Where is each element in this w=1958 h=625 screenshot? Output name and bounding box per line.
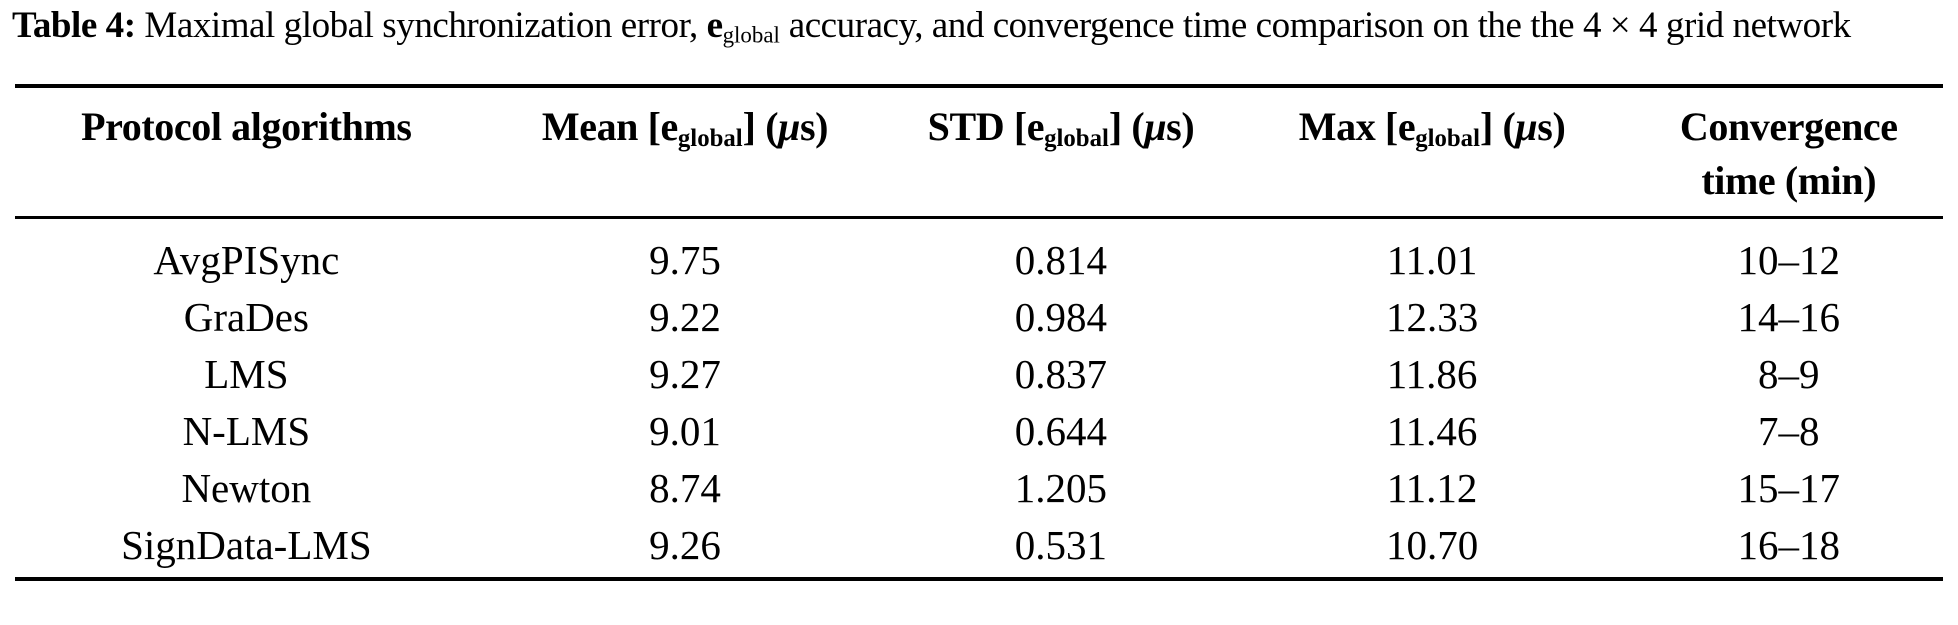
- cell-algorithm: N-LMS: [182, 407, 311, 454]
- col-header-convergence-time: Convergence time (min): [1634, 85, 1943, 219]
- cell-std: 0.837: [1014, 350, 1108, 397]
- table-body: AvgPISync 9.75 0.814 11.01 10–12 GraDes 9.22 0.…: [15, 217, 1943, 579]
- col-header-protocol-algorithms: Protocol algorithms: [15, 85, 478, 219]
- cell-convergence: 16–18: [1737, 521, 1841, 568]
- table-row: Newton 8.74 1.205 11.12 15–17: [15, 460, 1943, 517]
- cell-mean: 9.75: [649, 236, 721, 283]
- col-header-std-eglobal: STD [eglobal] (μs): [892, 85, 1230, 219]
- table-row: GraDes 9.22 0.984 12.33 14–16: [15, 289, 1943, 346]
- table-row: LMS 9.27 0.837 11.86 8–9: [15, 346, 1943, 403]
- cell-max: 10.70: [1385, 521, 1479, 568]
- cell-max: 11.01: [1386, 236, 1478, 283]
- header-row: Protocol algorithms Mean [eglobal] (μs) …: [15, 85, 1943, 219]
- cell-std: 0.984: [1014, 293, 1108, 340]
- cell-max: 11.86: [1386, 350, 1478, 397]
- cell-mean: 9.27: [649, 350, 721, 397]
- col-header-max-eglobal: Max [eglobal] (μs): [1229, 85, 1635, 219]
- cell-convergence: 14–16: [1737, 293, 1841, 340]
- cell-convergence: 10–12: [1737, 236, 1841, 283]
- cell-convergence: 8–9: [1758, 350, 1820, 397]
- table-caption: Table 4: Maximal global synchronization …: [12, 5, 1851, 48]
- cell-algorithm: GraDes: [183, 293, 309, 340]
- cell-algorithm: SignData-LMS: [121, 521, 372, 568]
- cell-algorithm: LMS: [204, 350, 289, 397]
- cell-mean: 9.01: [649, 407, 721, 454]
- cell-std: 0.531: [1014, 521, 1108, 568]
- cell-max: 11.12: [1386, 464, 1478, 511]
- cell-mean: 8.74: [649, 464, 721, 511]
- cell-max: 12.33: [1385, 293, 1479, 340]
- results-table: Protocol algorithms Mean [eglobal] (μs) …: [15, 83, 1943, 581]
- cell-convergence: 15–17: [1737, 464, 1841, 511]
- cell-mean: 9.26: [649, 521, 721, 568]
- cell-mean: 9.22: [649, 293, 721, 340]
- cell-std: 0.814: [1014, 236, 1108, 283]
- cell-algorithm: AvgPISync: [153, 236, 340, 283]
- table-row: SignData-LMS 9.26 0.531 10.70 16–18: [15, 517, 1943, 579]
- table-row: AvgPISync 9.75 0.814 11.01 10–12: [15, 217, 1943, 289]
- cell-convergence: 7–8: [1758, 407, 1820, 454]
- cell-std: 0.644: [1014, 407, 1108, 454]
- table-row: N-LMS 9.01 0.644 11.46 7–8: [15, 403, 1943, 460]
- cell-std: 1.205: [1014, 464, 1108, 511]
- cell-algorithm: Newton: [181, 464, 312, 511]
- col-header-mean-eglobal: Mean [eglobal] (μs): [477, 85, 893, 219]
- cell-max: 11.46: [1386, 407, 1478, 454]
